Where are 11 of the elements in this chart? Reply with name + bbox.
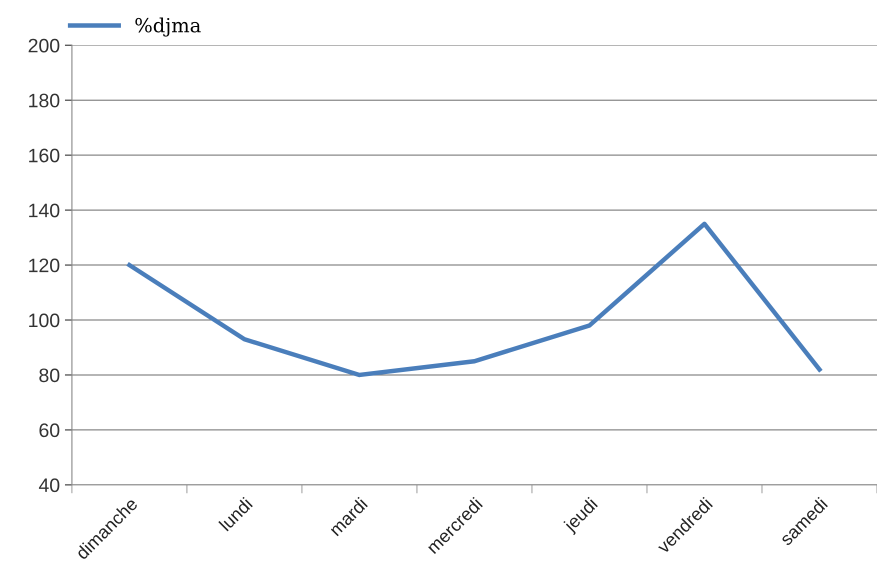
y-tick-label: 200 — [28, 38, 60, 52]
legend-label: %djma — [135, 18, 201, 37]
y-tick-label: 100 — [29, 313, 60, 328]
y-tick-label: 120 — [29, 258, 60, 272]
y-tick-label: 60 — [39, 423, 60, 438]
y-tick-label: 180 — [29, 94, 60, 108]
y-tick-label: 40 — [38, 478, 60, 492]
y-tick-label: 160 — [29, 148, 60, 162]
y-tick-label: 140 — [29, 204, 60, 218]
y-tick-label: 80 — [39, 368, 60, 382]
line-series — [127, 222, 822, 378]
